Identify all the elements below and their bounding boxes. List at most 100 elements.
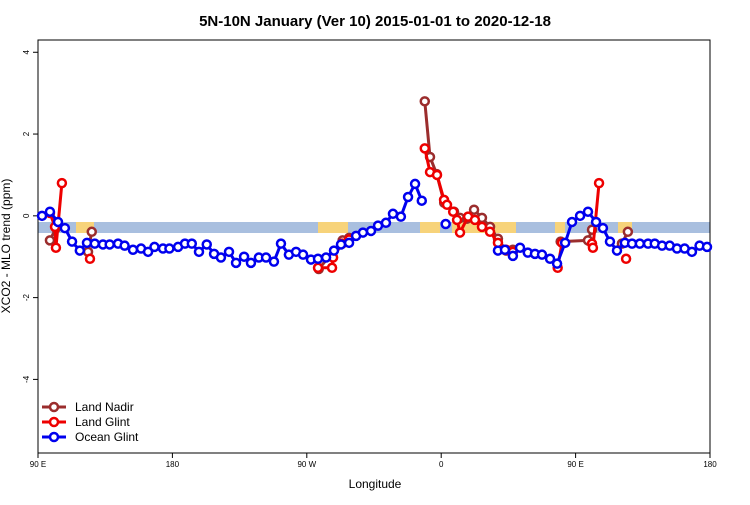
data-point bbox=[365, 225, 377, 237]
data-point bbox=[587, 242, 599, 253]
data-point bbox=[484, 226, 496, 238]
x-tick-label: 180 bbox=[703, 460, 717, 469]
data-point bbox=[44, 206, 56, 217]
y-axis-label: XCO2 - MLO trend (ppm) bbox=[0, 179, 13, 314]
legend-label: Ocean Glint bbox=[75, 430, 139, 444]
data-point bbox=[320, 252, 332, 263]
data-point bbox=[622, 226, 634, 238]
data-point bbox=[56, 177, 68, 189]
land-patch bbox=[420, 222, 440, 233]
data-point bbox=[544, 253, 556, 265]
y-tick-label: -4 bbox=[22, 375, 31, 383]
data-point bbox=[597, 222, 609, 234]
data-point bbox=[454, 227, 466, 238]
data-point bbox=[74, 245, 86, 256]
data-point bbox=[419, 143, 431, 154]
data-point bbox=[395, 211, 407, 222]
data-point bbox=[268, 256, 280, 267]
x-axis-label: Longitude bbox=[349, 477, 402, 491]
legend-marker bbox=[48, 416, 60, 428]
data-point bbox=[536, 249, 548, 260]
data-point bbox=[701, 241, 713, 253]
data-point bbox=[551, 258, 563, 269]
data-point bbox=[611, 245, 623, 256]
data-point bbox=[686, 246, 698, 258]
legend-label: Land Glint bbox=[75, 415, 130, 429]
land-patch bbox=[76, 222, 94, 233]
data-point bbox=[275, 238, 287, 249]
data-point bbox=[245, 257, 257, 269]
data-point bbox=[402, 191, 414, 203]
data-point bbox=[59, 222, 71, 234]
data-point bbox=[89, 238, 100, 249]
data-point bbox=[44, 235, 56, 246]
data-point bbox=[119, 240, 130, 251]
data-point bbox=[431, 169, 443, 181]
x-tick-label: 90 E bbox=[30, 460, 46, 469]
data-point bbox=[230, 257, 242, 269]
land-patch bbox=[318, 222, 348, 233]
data-point bbox=[447, 206, 459, 217]
data-point bbox=[343, 237, 355, 249]
data-point bbox=[312, 262, 324, 274]
data-point bbox=[238, 251, 250, 262]
x-tick-label: 90 E bbox=[567, 460, 583, 469]
y-tick-label: 2 bbox=[22, 131, 31, 136]
data-point bbox=[260, 252, 272, 263]
data-point bbox=[50, 242, 62, 253]
data-point bbox=[593, 177, 605, 189]
data-point bbox=[590, 216, 602, 228]
data-point bbox=[419, 96, 431, 107]
data-point bbox=[36, 210, 48, 222]
data-point bbox=[223, 246, 235, 258]
x-tick-label: 90 W bbox=[297, 460, 316, 469]
data-point bbox=[164, 243, 175, 254]
data-point bbox=[326, 262, 338, 274]
data-point bbox=[335, 239, 347, 250]
data-point bbox=[86, 226, 98, 238]
x-tick-label: 0 bbox=[439, 460, 444, 469]
data-point bbox=[312, 253, 324, 265]
data-point bbox=[149, 241, 160, 253]
data-point bbox=[620, 253, 632, 265]
data-point bbox=[416, 195, 428, 206]
data-point bbox=[104, 239, 115, 250]
data-point bbox=[507, 250, 519, 262]
data-point bbox=[142, 246, 154, 258]
land-patch bbox=[555, 222, 565, 233]
data-point bbox=[84, 253, 96, 265]
y-tick-label: 0 bbox=[22, 213, 31, 218]
x-tick-label: 180 bbox=[166, 460, 180, 469]
y-tick-label: -2 bbox=[22, 294, 31, 302]
data-point bbox=[328, 245, 340, 256]
data-point bbox=[566, 216, 578, 228]
data-point bbox=[440, 218, 451, 230]
data-point bbox=[604, 236, 616, 247]
chart-title: 5N-10N January (Ver 10) 2015-01-01 to 20… bbox=[199, 13, 551, 30]
data-point bbox=[634, 238, 646, 249]
data-point bbox=[357, 227, 369, 238]
data-point bbox=[514, 242, 526, 253]
data-point bbox=[451, 214, 463, 226]
legend-marker bbox=[48, 431, 60, 443]
data-point bbox=[559, 237, 571, 249]
data-point bbox=[476, 221, 488, 233]
data-point bbox=[441, 199, 453, 211]
data-point bbox=[201, 239, 212, 250]
legend-marker bbox=[48, 401, 60, 413]
data-point bbox=[380, 217, 392, 229]
data-point bbox=[469, 214, 481, 226]
data-point bbox=[127, 244, 139, 256]
data-point bbox=[499, 244, 511, 256]
data-point bbox=[52, 216, 64, 228]
y-tick-label: 4 bbox=[22, 49, 31, 54]
data-point bbox=[186, 238, 198, 249]
data-point bbox=[297, 249, 309, 260]
data-point bbox=[193, 246, 205, 258]
data-point bbox=[66, 236, 78, 247]
data-point bbox=[582, 206, 594, 217]
data-point bbox=[409, 178, 421, 190]
data-point bbox=[574, 210, 586, 222]
data-point bbox=[468, 204, 480, 215]
